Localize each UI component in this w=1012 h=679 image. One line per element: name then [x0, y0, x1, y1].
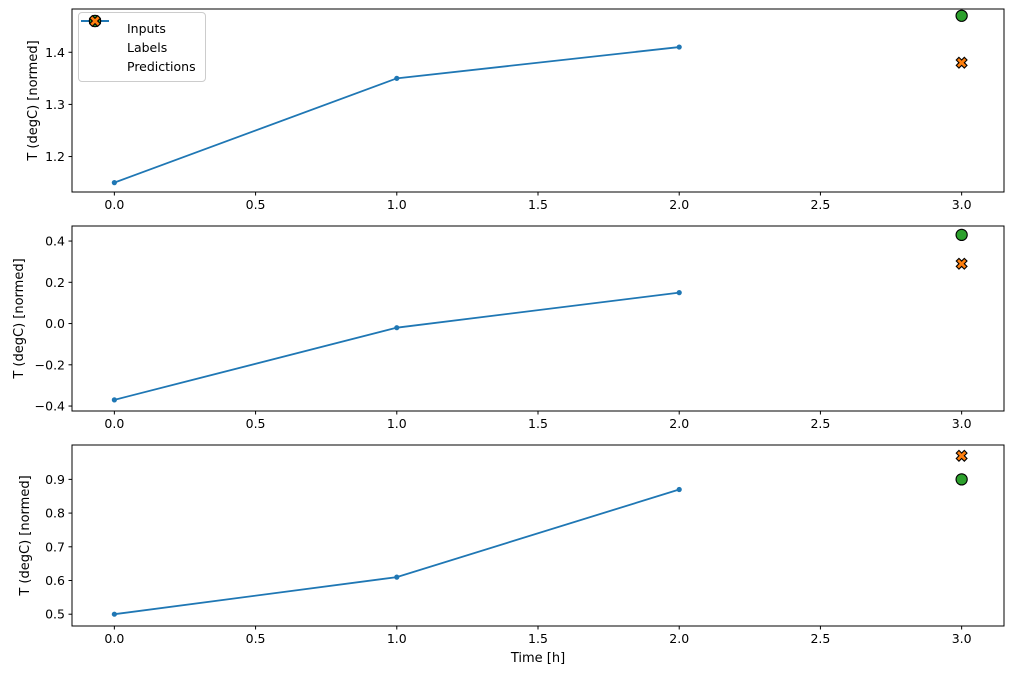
y-tick-label: 1.2 — [45, 149, 65, 164]
inputs-series-line — [114, 488, 680, 616]
x-tick-label: 2.0 — [669, 631, 689, 646]
legend-label-labels: Labels — [127, 39, 168, 55]
x-tick-label: 0.5 — [246, 416, 266, 431]
y-axis-label: T (degC) [normed] — [26, 40, 41, 161]
legend-label-inputs: Inputs — [127, 20, 166, 36]
x-tick-label: 2.5 — [810, 416, 830, 431]
y-tick-label: −0.4 — [35, 399, 65, 414]
y-tick-label: 1.4 — [45, 45, 65, 60]
x-tick-label: 1.0 — [387, 631, 407, 646]
legend: Inputs Labels Predictions — [78, 12, 206, 82]
y-tick-label: 0.0 — [45, 316, 65, 331]
subplot-1: 0.0 0.5 1.0 1.5 2.0 2.5 3.0 1.2 1.3 1.4 T (degC) [… — [26, 8, 1005, 212]
subplot-2: 0.0 0.5 1.0 1.5 2.0 2.5 3.0 −0.4 −0.2 0.0 0.2 0.4 T … — [12, 225, 1005, 431]
x-tick-label: 2.5 — [810, 631, 830, 646]
labels-circle-icon — [86, 14, 118, 55]
x-tick-label: 1.5 — [528, 631, 548, 646]
x-tick-label: 2.0 — [669, 197, 689, 212]
y-tick-label: 1.3 — [45, 97, 65, 112]
y-tick-label: 0.9 — [45, 472, 65, 487]
predictions-point-marker — [955, 449, 968, 462]
inputs-point-marker — [676, 44, 682, 50]
legend-item-predictions: Predictions — [86, 14, 197, 75]
y-tick-label: −0.2 — [35, 357, 65, 372]
labels-point-marker — [955, 9, 968, 22]
legend-item-labels: Labels — [86, 14, 197, 56]
inputs-point-marker — [676, 486, 682, 493]
x-tick-label: 3.0 — [952, 197, 972, 212]
y-tick-label: 0.8 — [45, 506, 65, 521]
y-axis-label: T (degC) [normed] — [18, 475, 33, 596]
y-tick-label: 0.2 — [45, 275, 65, 290]
axes-border — [71, 8, 1005, 193]
labels-point-marker — [955, 473, 968, 486]
x-tick-label: 1.0 — [387, 197, 407, 212]
axes-border — [71, 225, 1005, 412]
inputs-point-marker — [111, 611, 117, 617]
subplot-3: 0.0 0.5 1.0 1.5 2.0 2.5 3.0 0.5 0.6 0.7 0.8 0.9 T (d… — [18, 444, 1005, 646]
inputs-point-marker — [676, 290, 682, 296]
y-tick-label: 0.5 — [45, 607, 65, 622]
x-tick-label: 1.5 — [528, 197, 548, 212]
inputs-point-marker — [111, 397, 117, 403]
x-axis-label: Time [h] — [510, 651, 566, 666]
inputs-point-marker — [394, 574, 400, 580]
inputs-point-marker — [394, 75, 400, 81]
y-tick-label: 0.4 — [45, 234, 65, 249]
x-tick-label: 1.0 — [387, 416, 407, 431]
y-axis-label: T (degC) [normed] — [12, 258, 27, 379]
predictions-x-icon — [86, 14, 118, 74]
x-tick-label: 3.0 — [952, 631, 972, 646]
x-tick-label: 3.0 — [952, 416, 972, 431]
x-tick-label: 0.0 — [104, 197, 124, 212]
legend-label-predictions: Predictions — [127, 58, 196, 74]
y-tick-label: 0.6 — [45, 573, 65, 588]
labels-point-marker — [955, 228, 968, 242]
x-tick-label: 0.5 — [246, 631, 266, 646]
y-tick-label: 0.7 — [45, 539, 65, 554]
predictions-point-marker — [955, 56, 968, 69]
x-tick-label: 0.5 — [246, 197, 266, 212]
x-tick-label: 0.0 — [104, 416, 124, 431]
x-tick-label: 2.0 — [669, 416, 689, 431]
inputs-point-marker — [111, 180, 117, 186]
x-tick-label: 0.0 — [104, 631, 124, 646]
axes-border — [71, 444, 1005, 627]
predictions-point-marker — [955, 257, 968, 270]
inputs-series-line — [114, 291, 680, 401]
x-tick-label: 2.5 — [810, 197, 830, 212]
inputs-point-marker — [394, 325, 400, 331]
x-tick-label: 1.5 — [528, 416, 548, 431]
